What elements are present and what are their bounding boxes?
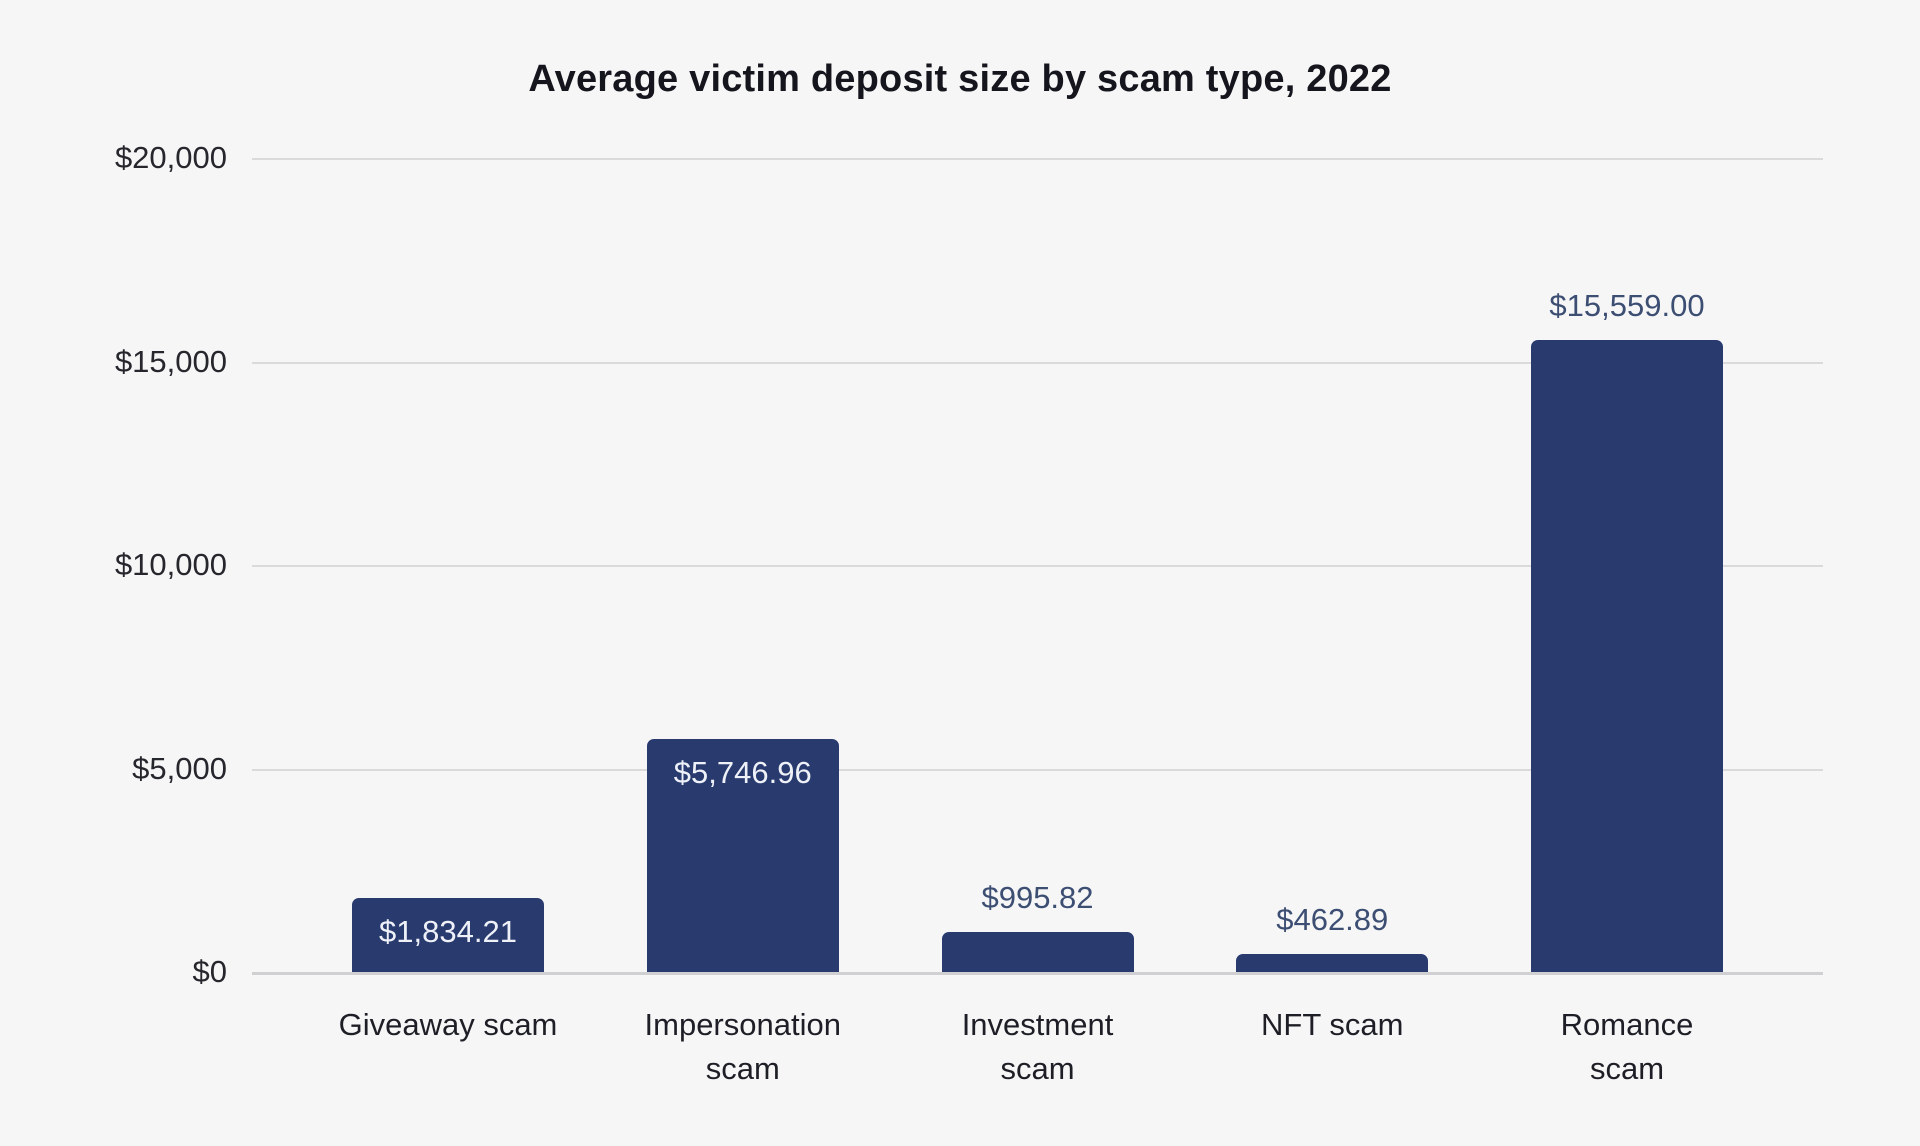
x-axis-category-label: Investment scam <box>878 1003 1198 1091</box>
y-axis-tick-label: $5,000 <box>132 750 227 786</box>
chart-title: Average victim deposit size by scam type… <box>528 58 1392 100</box>
bar-value-label: $15,559.00 <box>1549 287 1705 323</box>
bar <box>1236 954 1429 973</box>
x-axis-category-label-line: scam <box>1589 1051 1665 1086</box>
x-axis-category-label: Impersonation scam <box>583 1003 903 1091</box>
bar <box>352 898 544 973</box>
x-axis-category-label-line: NFT scam <box>1261 1007 1404 1042</box>
x-axis-category-label: Romance scam <box>1467 1003 1787 1091</box>
gridline <box>252 565 1823 567</box>
x-axis-category-label-line: Romance <box>1560 1007 1694 1042</box>
bar-value-label: $462.89 <box>1276 902 1389 938</box>
bar <box>646 739 839 973</box>
y-axis-tick-label: $20,000 <box>114 140 227 175</box>
gridline <box>252 158 1823 160</box>
x-axis-category-label-line: Giveaway scam <box>338 1007 558 1042</box>
bar-value-label: $995.82 <box>981 880 1094 916</box>
bar <box>941 932 1134 973</box>
x-axis-category-label-line: scam <box>1000 1051 1075 1086</box>
bar-value-label: $1,834.21 <box>379 914 517 950</box>
gridline <box>252 361 1823 364</box>
bar-value-label: $5,746.96 <box>673 755 812 791</box>
bar <box>1531 339 1723 973</box>
x-axis-category-label-line: Investment <box>961 1007 1114 1042</box>
y-axis-tick-label: $0 <box>192 954 227 989</box>
gridline <box>252 768 1823 771</box>
y-axis-tick-label: $15,000 <box>114 343 227 379</box>
x-axis-category-label: NFT scam <box>1172 1003 1492 1047</box>
x-axis-category-label-line: Impersonation <box>644 1007 841 1042</box>
y-axis-tick-label: $10,000 <box>114 547 227 582</box>
x-axis-category-label: Giveaway scam <box>288 1003 608 1047</box>
x-axis-line <box>252 972 1823 975</box>
x-axis-category-label-line: scam <box>705 1051 780 1086</box>
